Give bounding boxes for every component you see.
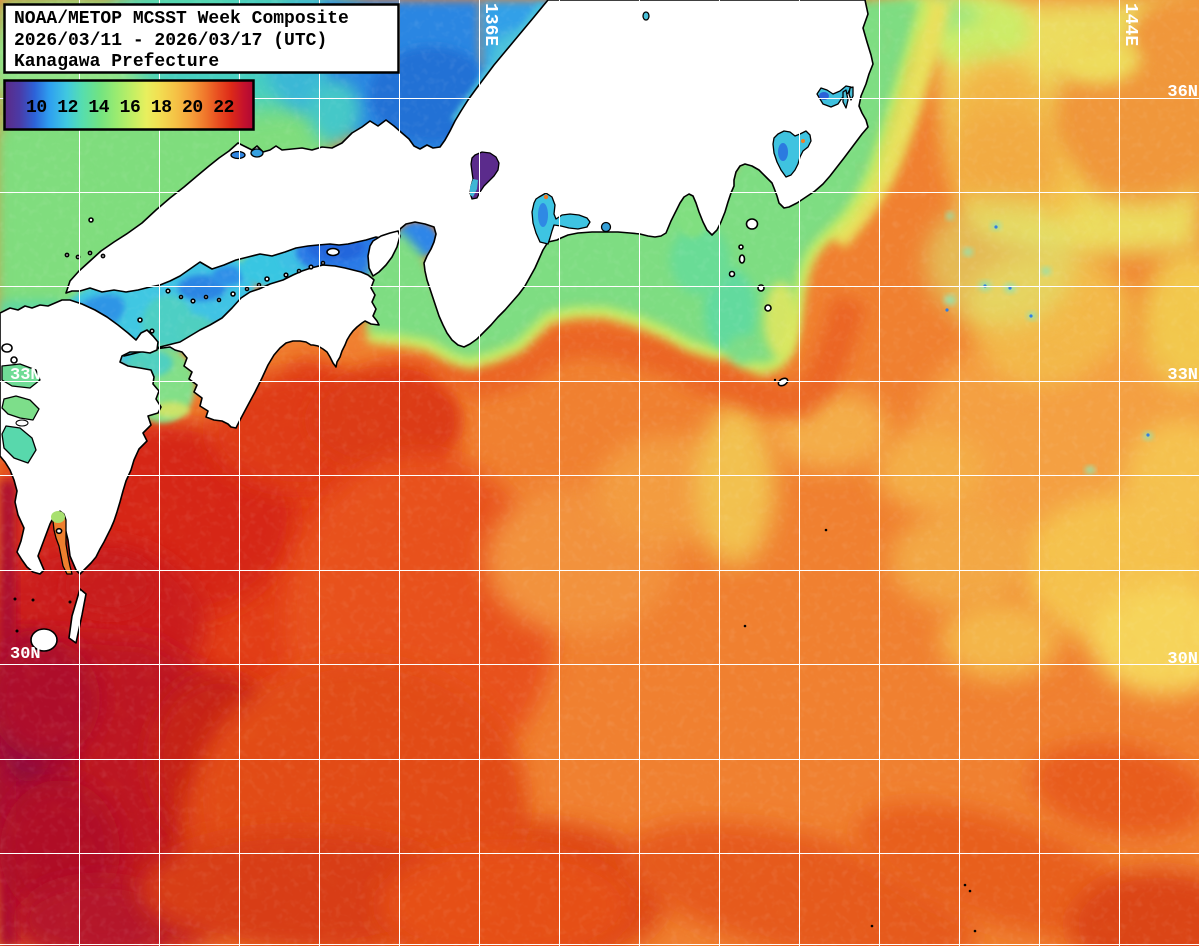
svg-text:36N: 36N xyxy=(1167,83,1198,102)
svg-text:33N: 33N xyxy=(1167,366,1198,385)
svg-text:33N: 33N xyxy=(10,366,41,385)
svg-text:Kanagawa Prefecture: Kanagawa Prefecture xyxy=(14,52,219,72)
svg-text:NOAA/METOP MCSST Week Composit: NOAA/METOP MCSST Week Composite xyxy=(14,9,349,29)
svg-text:30N: 30N xyxy=(10,645,41,664)
svg-text:2026/03/11 - 2026/03/17 (UTC): 2026/03/11 - 2026/03/17 (UTC) xyxy=(14,31,327,51)
svg-text:136E: 136E xyxy=(480,3,500,46)
svg-text:144E: 144E xyxy=(1120,3,1140,46)
svg-text:30N: 30N xyxy=(1167,650,1198,669)
svg-text:10 12 14 16 18 20 22: 10 12 14 16 18 20 22 xyxy=(26,98,234,118)
